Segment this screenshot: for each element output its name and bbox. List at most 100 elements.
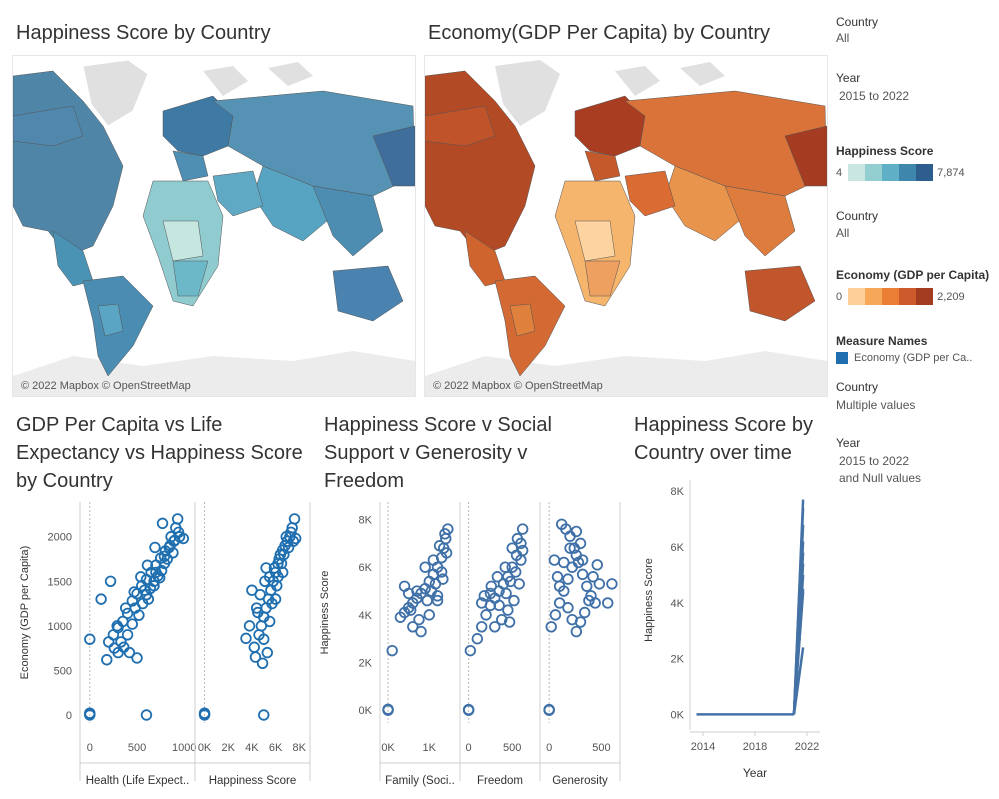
filter-country-1[interactable]: Country All (836, 15, 996, 45)
data-point (419, 561, 431, 573)
data-point (258, 633, 270, 645)
title-line: Freedom (324, 470, 405, 492)
map-happiness[interactable]: © 2022 Mapbox © OpenStreetMap (12, 55, 416, 397)
filter-value: 2015 to 2022 (839, 89, 910, 103)
data-point (562, 573, 574, 585)
data-point (489, 621, 501, 633)
legend-swatch (865, 164, 883, 181)
map-economy[interactable]: © 2022 Mapbox © OpenStreetMap (424, 55, 828, 397)
data-point (478, 590, 491, 602)
legend-swatch (899, 288, 917, 305)
y-tick-label: 4K (671, 598, 685, 610)
data-point (506, 542, 518, 554)
data-point (421, 594, 433, 607)
x-tick-label: 1000 (172, 742, 196, 754)
world-map-economy[interactable] (425, 56, 827, 396)
world-map-happiness[interactable] (13, 56, 415, 396)
x-tick-label: 2018 (743, 741, 767, 753)
filter-value-1: 2015 to 2022 (839, 454, 910, 468)
y-tick-label: 1500 (48, 576, 72, 588)
title-line: Happiness Score by (634, 414, 813, 436)
data-point (503, 616, 516, 628)
legend-swatch (882, 288, 900, 305)
data-point (576, 568, 589, 581)
data-point (131, 652, 143, 664)
data-point (587, 571, 599, 583)
filter-value-2: and Null values (839, 471, 922, 485)
legend-min: 4 (836, 166, 843, 179)
legend-max: 2,209 (937, 290, 965, 303)
data-point (177, 532, 190, 545)
filter-year-1[interactable]: Year 2015 to 2022 (836, 71, 996, 103)
data-point (591, 559, 603, 571)
scatter-gdp-chart[interactable]: Economy (GDP per Capita) 0 500 1000 1500 2000… (0, 495, 320, 795)
filter-country-3[interactable]: Country Multiple values (836, 380, 996, 412)
filter-year-2[interactable]: Year 2015 to 2022 and Null values (836, 436, 996, 485)
legend-swatch (865, 288, 883, 305)
x-axis-label: Health (Life Expect.. (86, 775, 190, 787)
scatter-happy-chart[interactable]: Happiness Score 0K 2K 4K 6K 8K 0K 1K Family (Soc… (318, 495, 628, 795)
x-tick-label: 500 (128, 742, 146, 754)
scatter-gdp-title: GDP Per Capita vs Life Expectancy vs Hap… (16, 411, 303, 495)
data-point (558, 556, 570, 569)
data-point (104, 575, 117, 588)
data-point (171, 513, 184, 525)
x-tick-label: 2022 (795, 741, 819, 753)
line-time-chart[interactable]: Happiness Score 0K 2K 4K 6K 8K 2014 2018 2022 Yea… (630, 470, 830, 795)
data-point (471, 633, 484, 645)
data-point (128, 586, 140, 598)
filter-value: Multiple values (836, 398, 916, 412)
data-point (551, 571, 564, 583)
data-point (475, 621, 488, 633)
data-point (252, 606, 264, 619)
data-point (250, 602, 263, 614)
data-point (509, 566, 522, 578)
data-point (581, 580, 593, 592)
filter-title: Country (836, 15, 879, 29)
title-line: GDP Per Capita vs Life (16, 414, 223, 436)
data-point (423, 609, 435, 621)
data-point (589, 597, 601, 609)
y-tick-label: 2000 (48, 532, 72, 544)
y-tick-label: 0 (66, 710, 72, 722)
data-point (258, 709, 270, 721)
data-point (433, 540, 446, 552)
data-point (499, 561, 511, 573)
data-point (502, 604, 514, 616)
x-tick-label: 500 (503, 742, 521, 754)
data-point (256, 657, 269, 670)
filter-value: All (836, 31, 850, 45)
data-point (579, 606, 591, 619)
x-tick-label: 0K (381, 742, 395, 754)
legend-item-label: Economy (GDP per Ca.. (854, 352, 973, 364)
data-point (84, 633, 96, 645)
x-tick-label: 2K (221, 742, 235, 754)
y-tick-label: 500 (54, 665, 72, 677)
legend-item[interactable]: Economy (GDP per Ca.. (836, 352, 996, 364)
legend-title: Economy (GDP per Capita) (836, 268, 990, 282)
x-tick-label: 1K (423, 742, 437, 754)
data-point (158, 557, 171, 570)
map-economy-title: Economy(GDP Per Capita) by Country (428, 22, 770, 44)
filter-title: Year (836, 436, 861, 450)
filter-country-2[interactable]: Country All (836, 209, 996, 240)
data-point (431, 590, 444, 602)
map-happiness-title: Happiness Score by Country (16, 22, 271, 44)
data-point (249, 651, 262, 663)
x-tick-label: 0K (198, 742, 212, 754)
data-point (516, 544, 529, 557)
data-point (135, 571, 147, 583)
data-point (464, 644, 477, 657)
y-tick-label: 8K (359, 515, 373, 527)
data-point (508, 594, 520, 607)
line-time-title: Happiness Score by Country over time (634, 411, 813, 467)
y-tick-label: 2K (359, 658, 373, 670)
x-tick-label: 0 (546, 742, 552, 754)
data-point (475, 597, 488, 609)
legend-happiness: Happiness Score 4 7,874 (836, 144, 996, 181)
legend-max: 7,874 (937, 166, 965, 179)
y-tick-label: 4K (359, 610, 373, 622)
data-point (570, 525, 583, 538)
data-point (102, 636, 115, 648)
legend-swatch (848, 288, 866, 305)
